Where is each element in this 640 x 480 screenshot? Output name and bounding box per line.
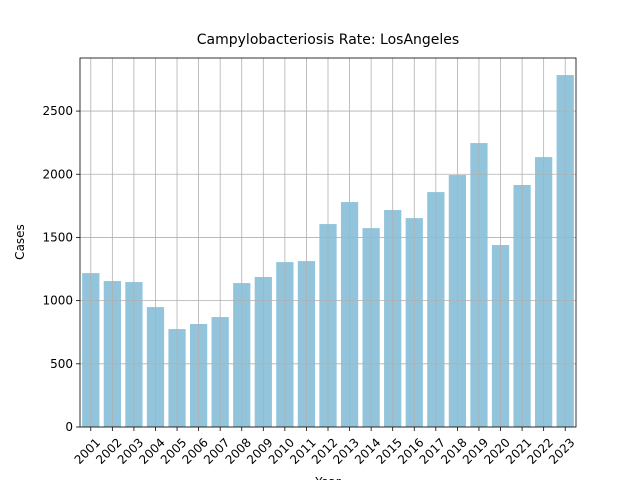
y-tick-label: 500 (50, 357, 73, 371)
y-axis-label: Cases (13, 224, 27, 260)
y-tick-label: 1000 (42, 294, 73, 308)
y-tick-label: 0 (65, 420, 73, 434)
x-axis-label: Year (314, 475, 340, 480)
y-tick-label: 2500 (42, 104, 73, 118)
plot-frame (79, 57, 577, 428)
y-tick-label: 2000 (42, 167, 73, 181)
chart-title: Campylobacteriosis Rate: LosAngeles (197, 32, 459, 48)
y-tick-label: 1500 (42, 230, 73, 244)
